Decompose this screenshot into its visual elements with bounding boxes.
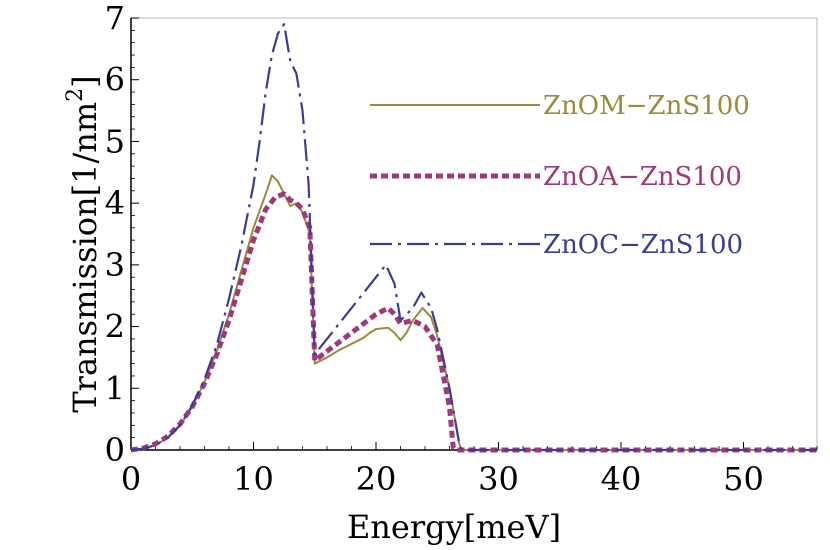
y-tick-label: 4 [105, 184, 125, 222]
x-tick-label: 50 [723, 460, 764, 498]
x-tick-label: 20 [356, 460, 397, 498]
x-axis-title: Energy[meV] [347, 508, 561, 546]
y-tick-label: 2 [105, 308, 125, 346]
y-tick-label: 5 [105, 122, 125, 160]
legend-label-1: ZnOM−ZnS100 [543, 91, 750, 121]
axes: 0 10 20 30 40 50 0 1 2 3 4 5 6 7 [105, 0, 818, 498]
y-axis-title-sup: 2 [63, 88, 88, 102]
x-tick-label: 30 [478, 460, 519, 498]
x-tick-label: 0 [121, 460, 141, 498]
legend-label-2: ZnOA−ZnS100 [543, 162, 742, 192]
x-tick-label: 40 [601, 460, 642, 498]
legend-label-3: ZnOC−ZnS100 [543, 230, 743, 260]
series-line-2 [130, 191, 817, 453]
y-tick-label: 6 [105, 61, 125, 99]
y-tick-label: 7 [105, 0, 125, 37]
y-tick-label: 3 [105, 246, 125, 284]
series-line-3 [130, 23, 817, 452]
legend: ZnOM−ZnS100 ZnOA−ZnS100 ZnOC−ZnS100 [370, 91, 750, 260]
y-tick-label: 1 [105, 369, 125, 407]
series-lines [130, 23, 817, 453]
x-tick-label: 10 [233, 460, 274, 498]
y-axis-title-tail: ] [66, 75, 104, 87]
y-axis-title-main: Transmission[1/nm [66, 102, 104, 413]
y-tick-label: 0 [105, 431, 125, 469]
y-axis-title: Transmission[1/nm2] [63, 75, 104, 412]
